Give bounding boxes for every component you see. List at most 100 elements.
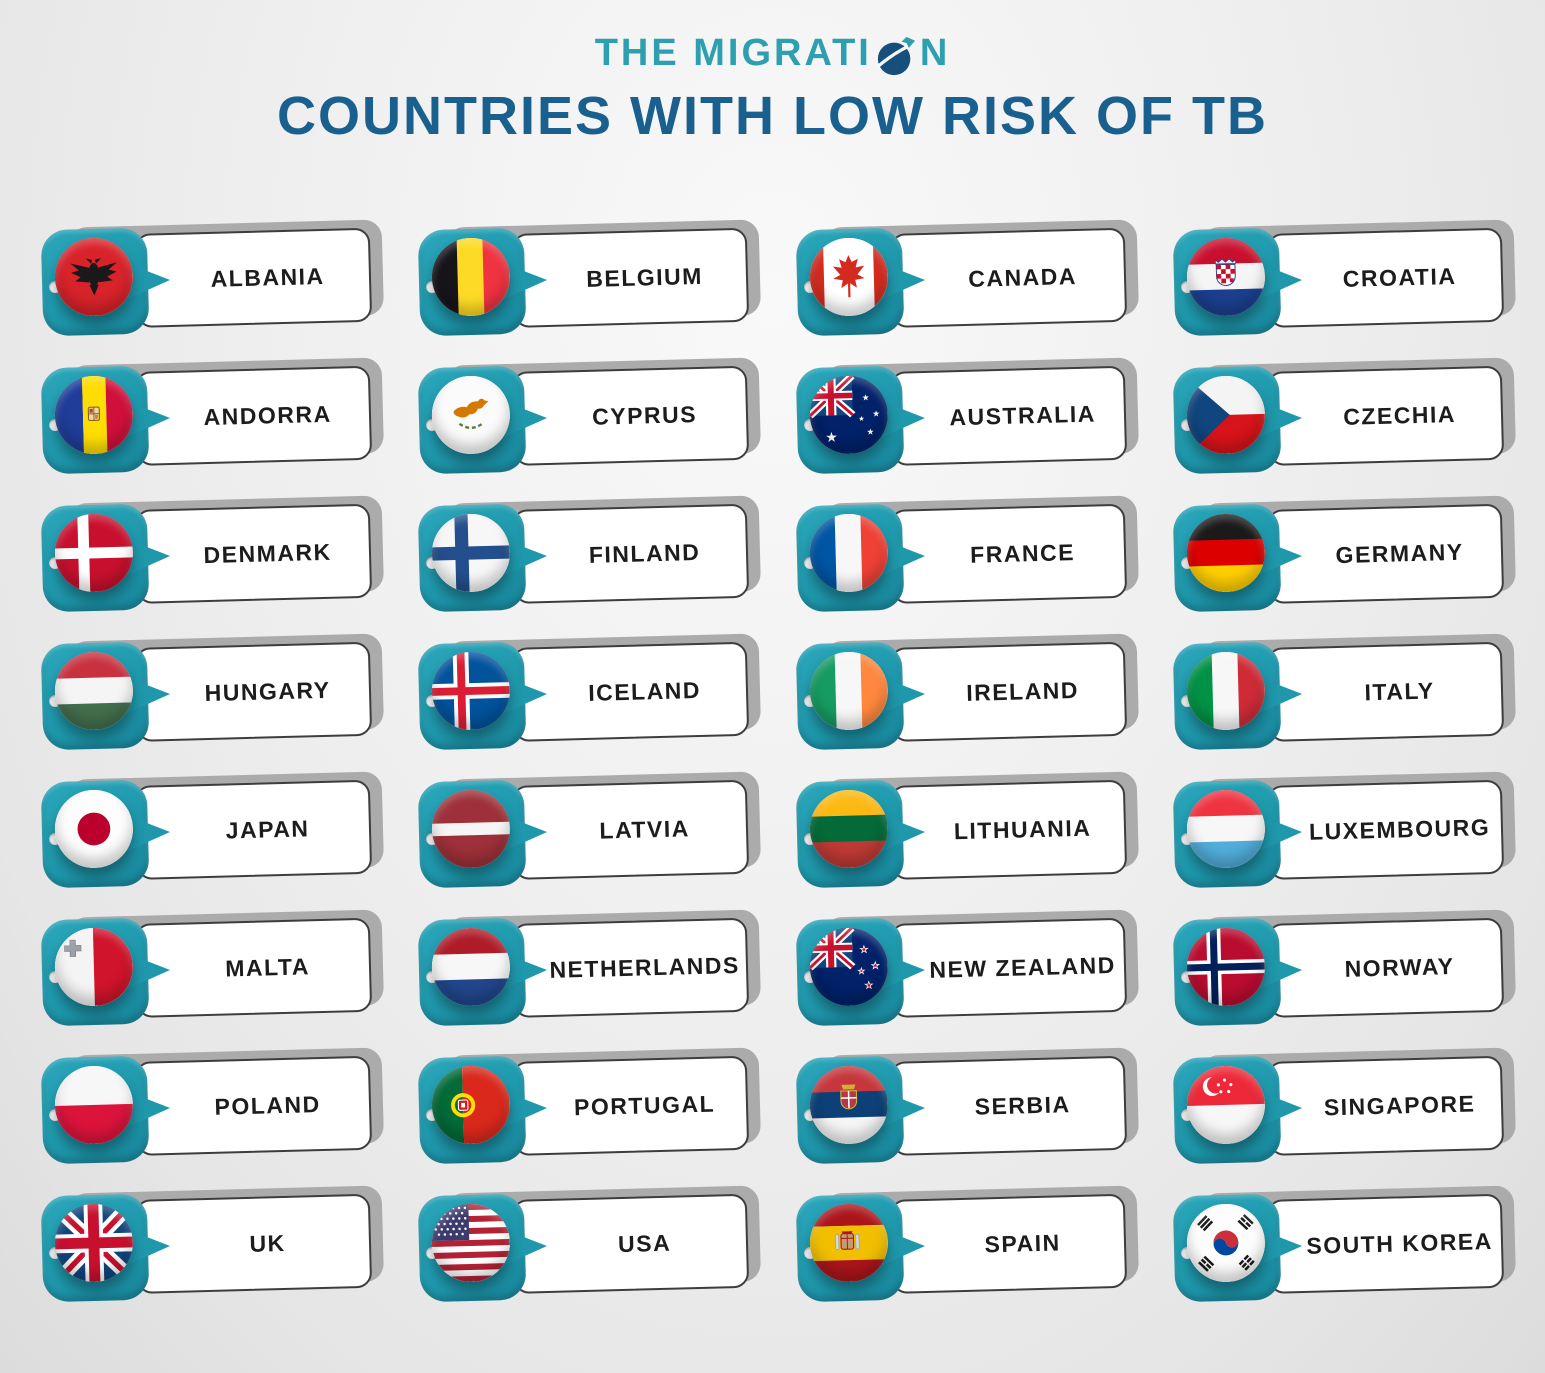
- country-name: CROATIA: [1342, 262, 1457, 292]
- country-card-czechia: CZECHIA: [1172, 356, 1517, 479]
- country-label: MALTA: [134, 917, 373, 1018]
- country-label: SPAIN: [889, 1193, 1127, 1294]
- country-name: LITHUANIA: [953, 814, 1092, 844]
- country-name: IRELAND: [965, 676, 1079, 706]
- country-label: SINGAPORE: [1266, 1055, 1505, 1156]
- brand-logo: THE MIGRATI N: [0, 32, 1545, 75]
- country-name: JAPAN: [225, 814, 310, 843]
- usa-flag-icon: [431, 1202, 512, 1283]
- country-card-new-zealand: NEW ZEALAND ★ ★ ★ ★: [795, 908, 1139, 1031]
- country-card-malta: MALTA: [40, 908, 385, 1031]
- japan-flag-icon: [53, 788, 134, 869]
- country-card-portugal: PORTUGAL: [417, 1046, 762, 1169]
- country-name: SOUTH KOREA: [1305, 1227, 1493, 1259]
- country-name: SPAIN: [983, 1228, 1061, 1257]
- svg-text:★: ★: [858, 414, 865, 423]
- country-label: AUSTRALIA: [889, 365, 1127, 466]
- country-name: ITALY: [1363, 676, 1435, 705]
- country-name: USA: [617, 1229, 672, 1257]
- albania-flag-icon: [53, 236, 134, 317]
- country-name: HUNGARY: [204, 676, 331, 706]
- country-card-france: FRANCE: [795, 494, 1139, 617]
- country-label: CZECHIA: [1266, 365, 1505, 466]
- country-name: LATVIA: [599, 814, 691, 844]
- country-card-usa: USA: [417, 1184, 762, 1307]
- country-name: POLAND: [214, 1090, 321, 1120]
- country-name: PORTUGAL: [573, 1090, 716, 1120]
- canada-flag-icon: [808, 236, 889, 317]
- croatia-flag-icon: [1185, 236, 1266, 317]
- globe-plane-icon: [875, 35, 917, 77]
- country-label: GERMANY: [1266, 503, 1505, 604]
- country-label: ICELAND: [512, 641, 750, 742]
- country-label: CROATIA: [1266, 227, 1505, 328]
- country-card-canada: CANADA: [795, 218, 1139, 341]
- country-label: ALBANIA: [134, 227, 373, 328]
- country-name: ALBANIA: [210, 262, 325, 292]
- country-card-andorra: ANDORRA: [40, 356, 385, 479]
- iceland-flag-icon: [431, 650, 512, 731]
- country-card-netherlands: NETHERLANDS: [417, 908, 762, 1031]
- country-name: GERMANY: [1334, 538, 1464, 568]
- country-name: LUXEMBOURG: [1308, 813, 1491, 845]
- norway-flag-icon: [1185, 926, 1266, 1007]
- country-label: LITHUANIA: [889, 779, 1127, 880]
- country-name: CANADA: [967, 262, 1077, 292]
- country-card-spain: SPAIN: [795, 1184, 1139, 1307]
- svg-text:★: ★: [872, 409, 880, 419]
- svg-text:★: ★: [859, 944, 868, 955]
- country-card-uk: UK: [40, 1184, 385, 1307]
- country-name: NEW ZEALAND: [928, 951, 1116, 983]
- svg-text:★: ★: [861, 393, 869, 403]
- country-label: ANDORRA: [134, 365, 373, 466]
- lithuania-flag-icon: [808, 788, 889, 869]
- hungary-flag-icon: [53, 650, 134, 731]
- denmark-flag-icon: [53, 512, 134, 593]
- country-name: CZECHIA: [1342, 400, 1457, 430]
- country-label: FINLAND: [512, 503, 750, 604]
- czechia-flag-icon: [1185, 374, 1266, 455]
- country-card-germany: GERMANY: [1172, 494, 1517, 617]
- brand-text-post: N: [919, 32, 951, 74]
- country-name: MALTA: [224, 952, 311, 982]
- country-card-finland: FINLAND: [417, 494, 762, 617]
- france-flag-icon: [808, 512, 889, 593]
- spain-flag-icon: [808, 1202, 889, 1283]
- finland-flag-icon: [431, 512, 512, 593]
- country-card-norway: NORWAY: [1172, 908, 1517, 1031]
- andorra-flag-icon: [53, 374, 134, 455]
- header: THE MIGRATI N COUNTRIES WITH LOW RISK OF…: [0, 0, 1545, 147]
- country-card-japan: JAPAN: [40, 770, 385, 893]
- country-card-south-korea: SOUTH KOREA: [1172, 1184, 1517, 1307]
- country-label: LUXEMBOURG: [1266, 779, 1505, 880]
- country-card-singapore: SINGAPORE: [1172, 1046, 1517, 1169]
- svg-text:★: ★: [871, 960, 880, 971]
- country-name: NORWAY: [1344, 952, 1455, 982]
- svg-text:★: ★: [866, 428, 874, 438]
- country-label: SOUTH KOREA: [1266, 1193, 1505, 1294]
- country-card-croatia: CROATIA: [1172, 218, 1517, 341]
- italy-flag-icon: [1185, 650, 1266, 731]
- country-label: BELGIUM: [512, 227, 750, 328]
- poland-flag-icon: [53, 1064, 134, 1145]
- country-label: POLAND: [134, 1055, 373, 1156]
- country-card-latvia: LATVIA: [417, 770, 762, 893]
- country-grid: ALBANIA BELGIUM CANADA CROATIA ANDORRA CYPRUS…: [40, 219, 1517, 1303]
- country-label: ITALY: [1266, 641, 1505, 742]
- country-label: NETHERLANDS: [512, 917, 750, 1018]
- serbia-flag-icon: [808, 1064, 889, 1145]
- country-name: ANDORRA: [203, 400, 332, 430]
- country-name: AUSTRALIA: [948, 399, 1096, 430]
- country-card-hungary: HUNGARY: [40, 632, 385, 755]
- country-card-ireland: IRELAND: [795, 632, 1139, 755]
- country-card-belgium: BELGIUM: [417, 218, 762, 341]
- uk-flag-icon: [53, 1202, 134, 1283]
- country-label: HUNGARY: [134, 641, 373, 742]
- country-label: IRELAND: [889, 641, 1127, 742]
- country-name: FINLAND: [588, 538, 701, 568]
- country-name: BELGIUM: [586, 262, 704, 292]
- country-name: FRANCE: [969, 538, 1075, 568]
- country-name: ICELAND: [588, 676, 702, 706]
- portugal-flag-icon: [431, 1064, 512, 1145]
- country-name: SINGAPORE: [1323, 1089, 1476, 1120]
